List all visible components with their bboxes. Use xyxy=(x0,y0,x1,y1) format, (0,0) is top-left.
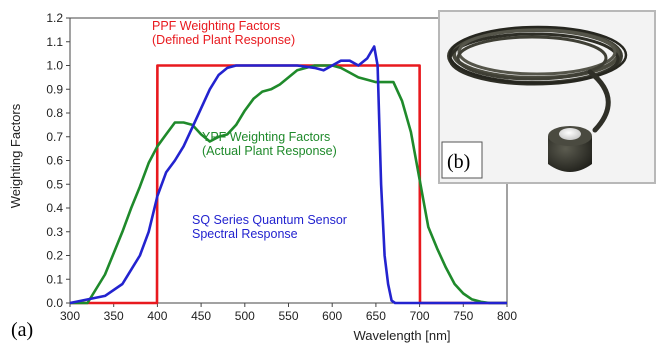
x-tick-label: 550 xyxy=(278,309,298,323)
y-tick-label: 1.2 xyxy=(46,11,63,25)
sensor-photo-inset: (b) xyxy=(438,10,656,184)
y-tick-label: 1.0 xyxy=(46,59,63,73)
y-tick-label: 1.1 xyxy=(46,35,63,49)
y-tick-label: 0.8 xyxy=(46,106,63,120)
y-tick-label: 0.4 xyxy=(46,201,63,215)
panel-label-b-box xyxy=(441,141,483,179)
y-tick-label: 0.6 xyxy=(46,154,63,168)
y-tick-label: 0.0 xyxy=(46,296,63,310)
x-tick-label: 800 xyxy=(497,309,517,323)
panel-label-b: (b) xyxy=(447,151,470,173)
y-tick-label: 0.5 xyxy=(46,177,63,191)
series-line-ypf xyxy=(70,64,507,305)
x-tick-label: 350 xyxy=(104,309,124,323)
x-tick-label: 650 xyxy=(366,309,386,323)
x-tick-label: 300 xyxy=(60,309,80,323)
quantum-sensor-photo: (b) xyxy=(441,25,628,179)
x-tick-label: 500 xyxy=(235,309,255,323)
y-tick-label: 0.1 xyxy=(46,272,63,286)
x-tick-label: 450 xyxy=(191,309,211,323)
sensor-body-icon xyxy=(548,126,592,172)
annotation-ppf-line-1: PPF Weighting Factors xyxy=(152,19,280,33)
x-tick-label: 700 xyxy=(410,309,430,323)
series-line-sq xyxy=(69,45,507,305)
annotation-ppf-line-2: (Defined Plant Response) xyxy=(152,33,295,47)
x-tick-label: 750 xyxy=(453,309,473,323)
chart-annotations: PPF Weighting Factors(Defined Plant Resp… xyxy=(152,19,347,241)
chart-axes: 300 350 400 450 500 550 600 650 700 750 800 0.0 0.1 0… xyxy=(46,11,517,323)
y-tick-label: 0.9 xyxy=(46,82,63,96)
annotation-sq-line-2: Spectral Response xyxy=(192,227,298,241)
panel-label-a: (a) xyxy=(11,319,33,341)
x-axis-title: Wavelength [nm] xyxy=(353,328,450,343)
y-axis-title: Weighting Factors xyxy=(8,103,23,208)
annotation-ypf-line-2: (Actual Plant Response) xyxy=(202,144,337,158)
y-tick-label: 0.7 xyxy=(46,130,63,144)
x-tick-label: 400 xyxy=(147,309,167,323)
annotation-sq-line-1: SQ Series Quantum Sensor xyxy=(192,213,347,227)
x-tick-label: 600 xyxy=(322,309,342,323)
chart-marks xyxy=(69,45,507,305)
cable-coil-icon xyxy=(447,25,628,133)
annotation-ypf-line-1: YPF Weighting Factors xyxy=(202,130,330,144)
y-tick-label: 0.3 xyxy=(46,225,63,239)
y-tick-label: 0.2 xyxy=(46,249,63,263)
